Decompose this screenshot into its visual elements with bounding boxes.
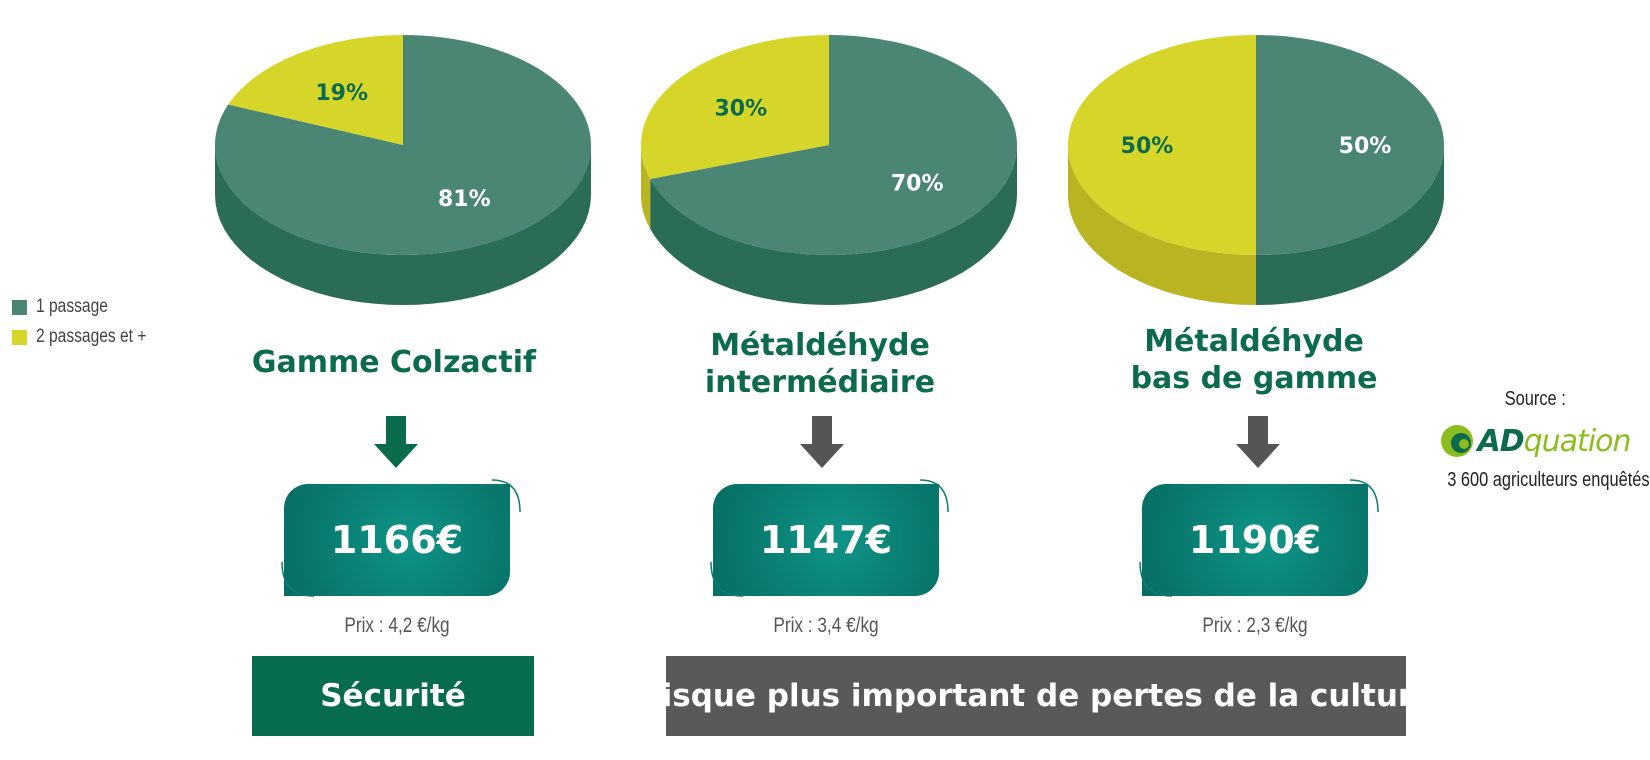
cost-box: 1166€ bbox=[284, 484, 510, 596]
cost-value: 1190€ bbox=[1188, 518, 1322, 562]
pie-slice-1-passage bbox=[1256, 35, 1444, 255]
adquation-logo: ADquation bbox=[1425, 421, 1645, 461]
source-note: 3 600 agriculteurs enquêtés bbox=[1447, 469, 1650, 491]
corner-decoration bbox=[491, 479, 521, 513]
price-per-kg: Prix : 2,3 €/kg bbox=[1202, 614, 1308, 637]
corner-decoration bbox=[1349, 479, 1379, 513]
price-per-kg: Prix : 4,2 €/kg bbox=[344, 614, 450, 637]
banner-text: Risque plus important de pertes de la cu… bbox=[637, 678, 1435, 714]
arrow-down-icon bbox=[1236, 416, 1280, 468]
corner-decoration bbox=[281, 561, 315, 597]
legend-item-1-passage: 1 passage bbox=[12, 292, 171, 322]
legend-swatch-yellow bbox=[12, 329, 27, 345]
title-line: bas de gamme bbox=[1130, 361, 1378, 396]
price-per-kg: Prix : 3,4 €/kg bbox=[773, 614, 879, 637]
pie-slice-1-passage bbox=[650, 35, 1017, 256]
pie-slice-2-passages bbox=[228, 35, 403, 145]
title-line: Métaldéhyde bbox=[1144, 324, 1364, 359]
legend-label: 2 passages et + bbox=[36, 326, 147, 347]
legend-item-2-passages: 2 passages et + bbox=[12, 322, 171, 352]
pie-data-label: 19% bbox=[315, 81, 368, 106]
corner-decoration bbox=[1139, 561, 1173, 597]
title-metaldehyde-intermediaire: Métaldéhyde intermédiaire bbox=[610, 327, 1030, 401]
pie-slice-1-passage-side bbox=[215, 145, 591, 305]
pie-data-label: 50% bbox=[1339, 134, 1392, 159]
pie-slice-1-passage bbox=[214, 35, 591, 255]
adquation-logo-icon bbox=[1441, 425, 1474, 457]
title-line: Gamme Colzactif bbox=[251, 345, 537, 380]
legend: 1 passage 2 passages et + bbox=[12, 292, 171, 352]
banner-text: Sécurité bbox=[320, 678, 466, 714]
title-colzactif: Gamme Colzactif bbox=[184, 344, 604, 381]
cost-value: 1147€ bbox=[759, 518, 893, 562]
pie-charts: 81% 19% 70% 30% 50% 50% bbox=[214, 34, 1444, 305]
arrow-down-icon bbox=[800, 416, 844, 468]
legend-label: 1 passage bbox=[36, 296, 108, 317]
source-block: Source : ADquation 3 600 agriculteurs en… bbox=[1425, 388, 1650, 492]
pie-data-label: 81% bbox=[438, 187, 491, 212]
banner-securite: Sécurité bbox=[252, 656, 534, 736]
pie-data-label: 30% bbox=[714, 97, 767, 122]
title-metaldehyde-bas-de-gamme: Métaldéhyde bas de gamme bbox=[1044, 323, 1464, 397]
title-line: Métaldéhyde bbox=[710, 328, 930, 363]
cost-value: 1166€ bbox=[330, 518, 464, 562]
source-label: Source : bbox=[1504, 388, 1566, 410]
pie-slice-2-passages bbox=[640, 34, 829, 179]
adquation-wordmark: ADquation bbox=[1477, 423, 1631, 459]
pie-slice-2-passages-side bbox=[1068, 145, 1256, 305]
cost-box: 1147€ bbox=[713, 484, 939, 596]
arrow-down-icon bbox=[374, 416, 418, 468]
legend-swatch-green bbox=[12, 299, 27, 315]
pie-slice-1-passage-side bbox=[1256, 145, 1444, 305]
pie-slice-2-passages-side bbox=[641, 145, 651, 229]
pie-data-label: 70% bbox=[891, 172, 944, 197]
corner-decoration bbox=[919, 479, 949, 513]
banner-risque: Risque plus important de pertes de la cu… bbox=[638, 656, 1434, 736]
corner-decoration bbox=[710, 561, 744, 597]
cost-box: 1190€ bbox=[1142, 484, 1368, 596]
pie-data-label: 50% bbox=[1121, 134, 1174, 159]
title-line: intermédiaire bbox=[704, 365, 936, 400]
pie-slice-2-passages bbox=[1068, 35, 1256, 255]
pie-slice-1-passage-side bbox=[650, 145, 1017, 305]
